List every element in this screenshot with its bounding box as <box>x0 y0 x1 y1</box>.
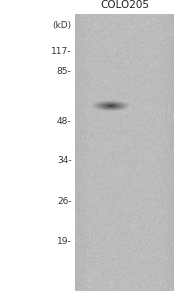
Text: COLO205: COLO205 <box>100 0 149 10</box>
Text: 117-: 117- <box>51 46 72 56</box>
Text: 34-: 34- <box>57 156 72 165</box>
Text: 26-: 26- <box>57 196 72 206</box>
Text: (kD): (kD) <box>52 21 72 30</box>
Text: 48-: 48- <box>57 117 72 126</box>
Text: 85-: 85- <box>57 68 72 76</box>
Text: 19-: 19- <box>57 237 72 246</box>
